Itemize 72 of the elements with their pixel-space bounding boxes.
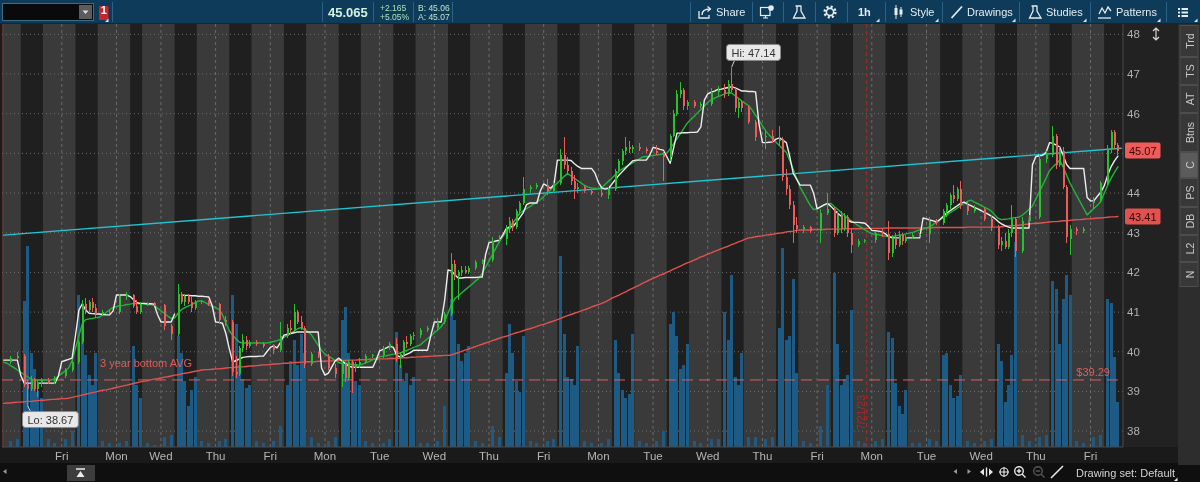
x-tick-label: Wed: [969, 450, 993, 462]
bar: [132, 346, 135, 447]
text: B: 45.06: [418, 2, 450, 13]
x-tick-label: Thu: [479, 450, 499, 462]
bar: [662, 430, 665, 447]
y-tick-label: 40: [1127, 345, 1140, 358]
text: +5.05%: [380, 12, 410, 22]
annotation: Lo: 38.67: [27, 414, 74, 427]
text: Trd: [1183, 33, 1196, 49]
text: Drawing set: Default: [1076, 466, 1176, 479]
text: AT: [1183, 92, 1196, 106]
x-tick-label: Tue: [916, 450, 937, 462]
text: TS: [1183, 64, 1196, 78]
x-tick-label: Mon: [105, 450, 128, 462]
text: C: [1183, 160, 1196, 169]
bar: [279, 426, 282, 447]
text: 45.065: [328, 5, 368, 20]
y-tick-label: 46: [1127, 107, 1140, 120]
x-tick-label: Fri: [810, 450, 824, 462]
candlestick: [126, 292, 128, 301]
x-tick-label: Wed: [149, 450, 173, 462]
text: 45.07: [1129, 145, 1157, 158]
text: Share: [716, 6, 746, 18]
text: +2.165: [380, 2, 407, 13]
y-tick-label: 44: [1127, 187, 1141, 200]
text: A: 45.07: [418, 12, 450, 22]
x-tick-label: Mon: [313, 450, 337, 462]
annotation: $39.29: [1076, 365, 1110, 378]
data-label: 43.41: [1129, 210, 1157, 223]
bar: [559, 256, 562, 447]
x-tick-label: Mon: [587, 450, 610, 462]
text: Btns: [1183, 121, 1196, 144]
x-tick-label: Fri: [1083, 450, 1098, 462]
x-tick-label: Fri: [55, 450, 69, 462]
annotation: Hi: 47.14: [731, 46, 776, 59]
y-tick-label: 41: [1127, 306, 1140, 319]
text: 1: [100, 3, 107, 16]
text: 1h: [858, 6, 872, 18]
x-tick-label: Fri: [536, 450, 551, 462]
y-tick-label: 48: [1127, 28, 1140, 41]
text: Studies: [1046, 6, 1084, 18]
y-tick-label: 38: [1127, 425, 1140, 438]
x-tick-label: Wed: [422, 450, 447, 462]
x-tick-label: Tue: [369, 450, 390, 462]
bar: [826, 385, 829, 447]
x-tick-label: Wed: [696, 450, 720, 462]
x-tick-label: Thu: [1025, 450, 1046, 462]
y-tick-label: 47: [1127, 68, 1140, 80]
x-tick-label: Mon: [860, 450, 883, 462]
text: N: [1183, 270, 1196, 279]
bar: [443, 405, 446, 447]
text: Drawings: [967, 6, 1014, 18]
bar: [71, 430, 74, 447]
ref-line-label: 3 year bottom AVG: [100, 356, 193, 369]
bar: [819, 426, 822, 447]
candlestick: [882, 228, 884, 237]
bar: [576, 346, 579, 447]
text: Patterns: [1116, 6, 1158, 18]
text: PS: [1183, 185, 1196, 200]
text: L2: [1183, 242, 1196, 255]
annotation: 7/21/23: [854, 394, 867, 430]
y-tick-label: 39: [1127, 385, 1140, 398]
x-tick-label: Thu: [752, 450, 773, 462]
bar: [570, 379, 573, 447]
text: DB: [1183, 213, 1196, 229]
x-tick-label: Tue: [643, 450, 663, 462]
y-tick-label: 43: [1127, 226, 1140, 239]
text: Style: [910, 6, 935, 18]
x-tick-label: Thu: [205, 450, 226, 462]
bar: [491, 426, 494, 447]
x-tick-label: Fri: [263, 450, 277, 462]
y-tick-label: 42: [1127, 266, 1140, 279]
